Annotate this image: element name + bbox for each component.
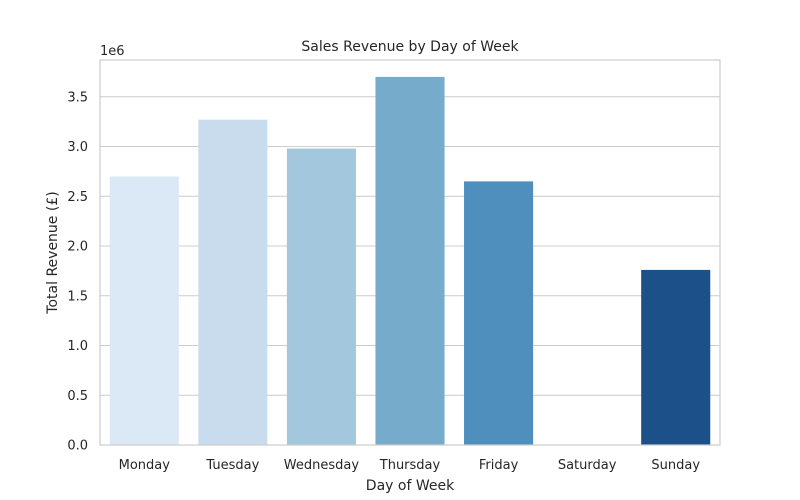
chart-title: Sales Revenue by Day of Week	[301, 39, 519, 55]
y-tick-label: 2.5	[67, 190, 88, 205]
bar-thursday	[375, 76, 445, 446]
bar-friday	[464, 181, 534, 445]
y-tick-label: 0.5	[67, 389, 88, 404]
bar-layer	[109, 76, 711, 446]
x-tick-label: Tuesday	[205, 458, 259, 473]
x-tick-label: Thursday	[379, 458, 441, 473]
bar-sunday	[641, 269, 711, 445]
x-tick-label: Saturday	[558, 458, 617, 473]
x-tick-label: Sunday	[651, 458, 700, 473]
y-tick-label: 3.5	[67, 90, 88, 105]
x-tick-label: Monday	[119, 458, 171, 473]
axes-frame	[99, 59, 721, 446]
y-tick-label: 0.0	[67, 439, 88, 454]
y-tick-label: 3.0	[67, 140, 88, 155]
x-tick-label: Wednesday	[284, 458, 360, 473]
tick-layer: 0.0 0.5 1.0 1.5 2.0 2.5 3.0 3.5 Monday Tuesday Wed…	[67, 90, 700, 473]
x-tick-label: Friday	[479, 458, 519, 473]
x-axis-label: Day of Week	[366, 478, 455, 494]
bar-monday	[109, 176, 179, 445]
y-tick-label: 2.0	[67, 240, 88, 255]
y-axis-offset-label: 1e6	[100, 44, 125, 59]
y-tick-label: 1.0	[67, 339, 88, 354]
bar-tuesday	[198, 119, 268, 445]
y-axis-label: Total Revenue (£)	[45, 191, 61, 314]
bar-wednesday	[286, 148, 356, 446]
y-tick-label: 1.5	[67, 289, 88, 304]
